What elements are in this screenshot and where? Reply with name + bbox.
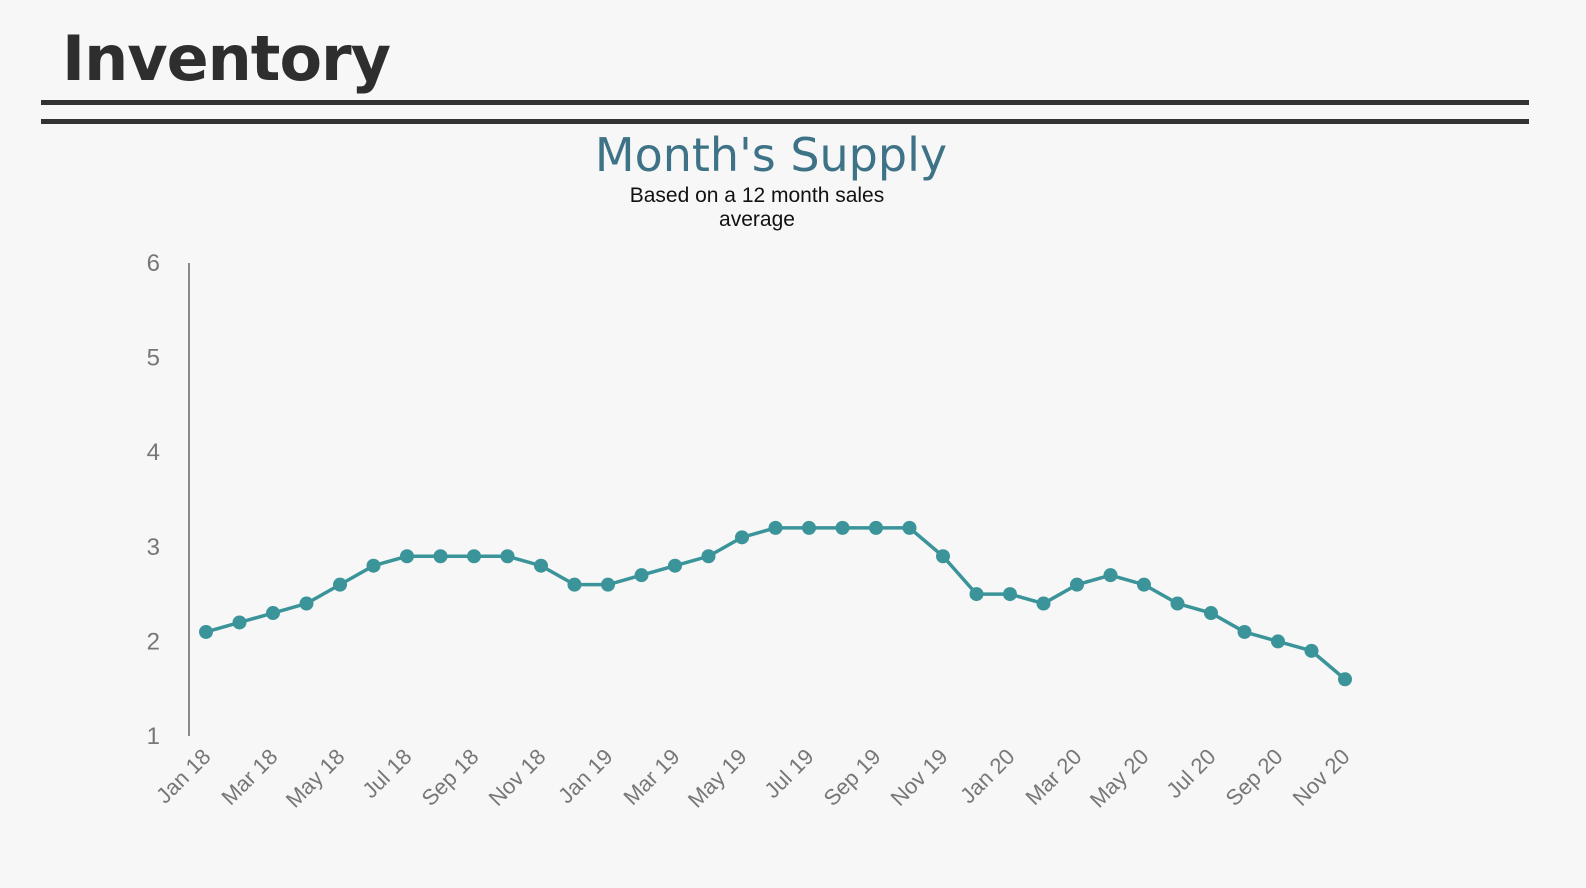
data-point [701,549,716,564]
x-tick-label: Sep 18 [417,744,484,811]
y-tick-label: 3 [147,534,160,561]
data-point [1304,643,1319,658]
y-tick-label: 4 [147,439,160,466]
data-point [500,549,515,564]
data-point [1003,587,1017,602]
x-tick-label: Jul 18 [357,744,416,803]
data-point [902,520,917,535]
data-point [467,549,481,564]
x-tick-label: Mar 18 [216,744,282,810]
data-point [936,549,950,564]
data-point [668,558,682,573]
y-tick-label: 6 [147,250,160,277]
x-tick-label: May 20 [1085,744,1154,813]
data-point [1170,596,1185,611]
y-tick-label: 1 [147,723,160,750]
data-point [299,596,314,611]
x-tick-label: Sep 19 [819,744,886,811]
y-tick-label: 5 [147,345,160,372]
x-tick-label: Jul 20 [1161,744,1220,803]
data-point [400,549,414,564]
data-point [1103,568,1118,583]
divider [41,119,1529,124]
data-point [735,530,749,545]
chart-title: Month's Supply [594,128,948,182]
data-point [835,520,850,535]
data-point [634,568,649,583]
data-point [266,606,280,621]
data-point [1070,577,1084,592]
x-tick-label: Mar 20 [1020,744,1086,810]
data-point [768,520,783,535]
data-point [567,577,582,592]
data-point [802,520,816,535]
x-tick-label: Jan 19 [553,744,617,808]
x-tick-label: Jan 20 [955,744,1019,808]
x-tick-label: Nov 19 [886,744,953,811]
data-point [869,520,883,535]
chart-subtitle: Based on a 12 month sales average [629,184,885,231]
x-tick-label: Nov 20 [1288,744,1355,811]
data-point [1271,634,1285,649]
data-point [1036,596,1051,611]
data-point [433,549,448,564]
data-point [199,624,213,639]
x-tick-label: May 19 [683,744,752,813]
data-point [333,577,347,592]
x-tick-label: Nov 18 [484,744,551,811]
data-point [232,615,247,630]
data-point [969,587,984,602]
data-point [1204,606,1218,621]
data-point [534,558,548,573]
data-point [1137,577,1151,592]
y-tick-label: 2 [147,628,160,655]
page-title: Inventory [62,22,391,95]
x-tick-label: Mar 19 [618,744,684,810]
data-point [366,558,381,573]
x-tick-label: Jan 18 [151,744,215,808]
data-point [1338,672,1352,687]
x-tick-label: May 18 [281,744,350,813]
x-tick-label: Jul 19 [759,744,818,803]
data-point [1237,624,1252,639]
divider [41,100,1529,105]
x-tick-label: Sep 20 [1221,744,1288,811]
data-point [601,577,615,592]
